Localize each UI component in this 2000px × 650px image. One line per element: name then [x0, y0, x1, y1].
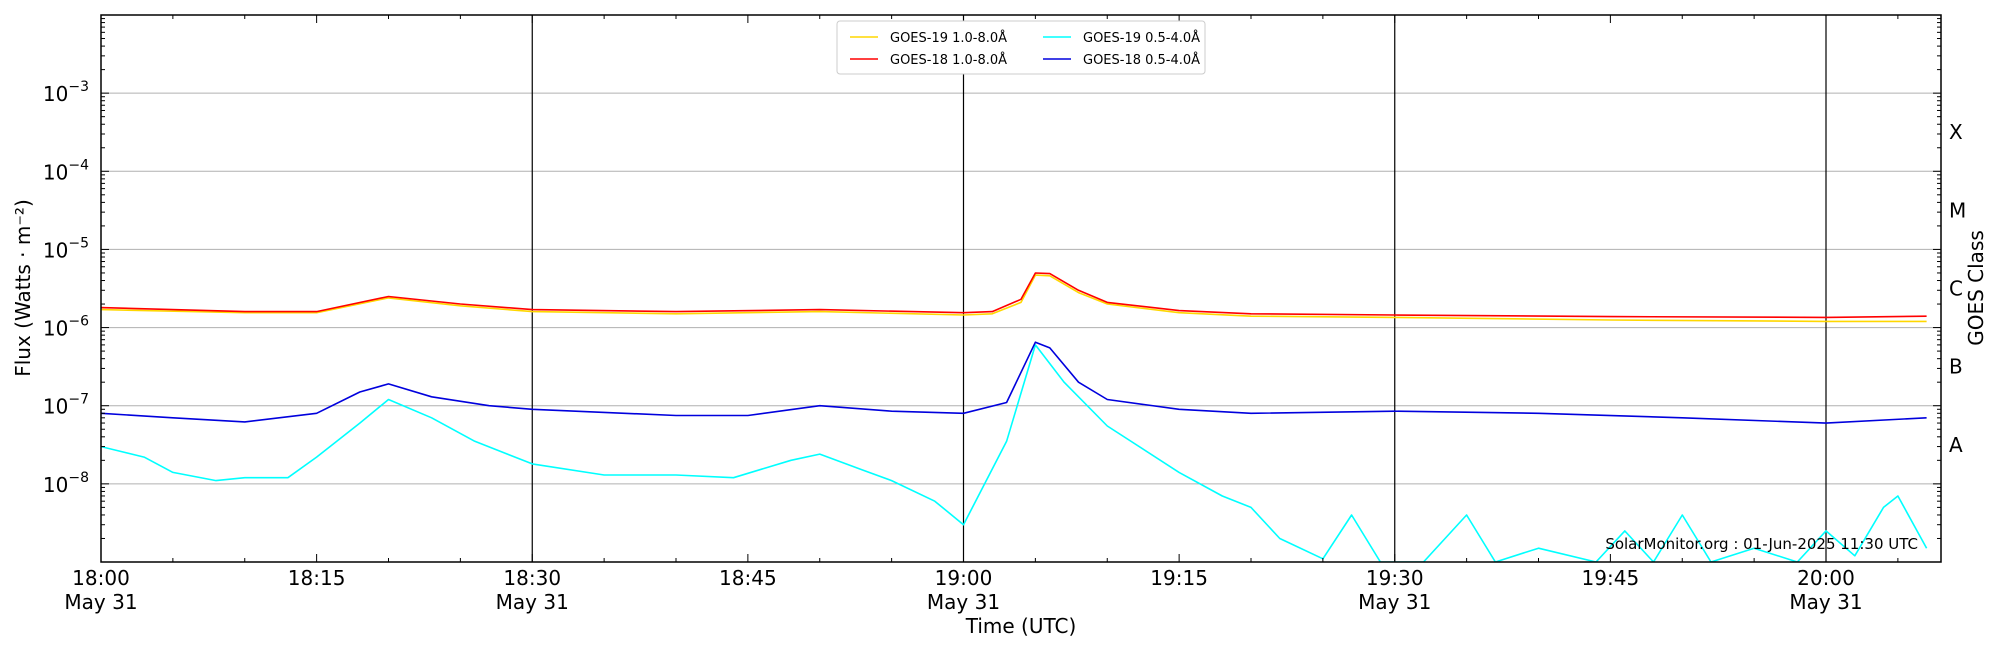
x-tick-label: 19:45 [1582, 566, 1640, 590]
series-line-4 [101, 341, 1927, 424]
series-line-1 [101, 274, 1927, 323]
goes-class-label: C [1949, 277, 1963, 301]
legend-label: GOES-19 1.0-8.0Å [890, 30, 1007, 46]
goes-class-label: M [1949, 198, 1966, 222]
credit-text: SolarMonitor.org : 01-Jun-2025 11:30 UTC [1605, 535, 1918, 553]
x-tick-sublabel: May 31 [64, 590, 137, 614]
y-tick-label: 10−6 [43, 314, 89, 341]
goes-class-label: X [1949, 120, 1963, 144]
goes-class-label: B [1949, 355, 1963, 379]
x-tick-label: 18:30 [503, 566, 561, 590]
legend-label: GOES-18 1.0-8.0Å [890, 52, 1007, 68]
y2-axis-title: GOES Class [1964, 230, 1988, 346]
x-tick-sublabel: May 31 [1358, 590, 1431, 614]
x-tick-label: 19:00 [935, 566, 993, 590]
y-axis-title: Flux (Watts · m⁻²) [11, 199, 35, 377]
y-tick-label: 10−8 [43, 470, 89, 497]
x-tick-sublabel: May 31 [927, 590, 1000, 614]
x-tick-label: 18:00 [72, 566, 130, 590]
x-axis-title: Time (UTC) [965, 614, 1077, 638]
x-tick-label: 19:15 [1150, 566, 1208, 590]
goes-class-label: A [1949, 433, 1963, 457]
day-marker-lines [531, 15, 1827, 562]
x-tick-sublabel: May 31 [1789, 590, 1862, 614]
x-tick-label: 20:00 [1797, 566, 1855, 590]
y-axis-ticks: 10−8 10−7 10−6 10−5 10−4 10−3 [43, 18, 1941, 563]
legend-label: GOES-18 0.5-4.0Å [1083, 52, 1200, 68]
y-tick-label: 10−7 [43, 392, 89, 419]
series-line-3 [101, 344, 1928, 562]
legend-box [836, 20, 1206, 75]
flux-series [101, 272, 1928, 562]
x-tick-label: 18:15 [288, 566, 346, 590]
legend: GOES-19 1.0-8.0Å GOES-19 0.5-4.0Å GOES-18 … [836, 20, 1206, 75]
legend-label: GOES-19 0.5-4.0Å [1083, 30, 1200, 46]
plot-frame [100, 14, 1942, 563]
goes-class-labels: A B C M X [1949, 120, 1966, 457]
x-tick-sublabel: May 31 [496, 590, 569, 614]
y-tick-label: 10−3 [43, 79, 89, 106]
y-tick-label: 10−4 [43, 157, 89, 184]
y-tick-label: 10−5 [43, 235, 89, 262]
x-tick-label: 19:30 [1366, 566, 1424, 590]
x-tick-label: 18:45 [719, 566, 777, 590]
grid-lines [101, 92, 1941, 485]
series-line-2 [101, 272, 1927, 319]
